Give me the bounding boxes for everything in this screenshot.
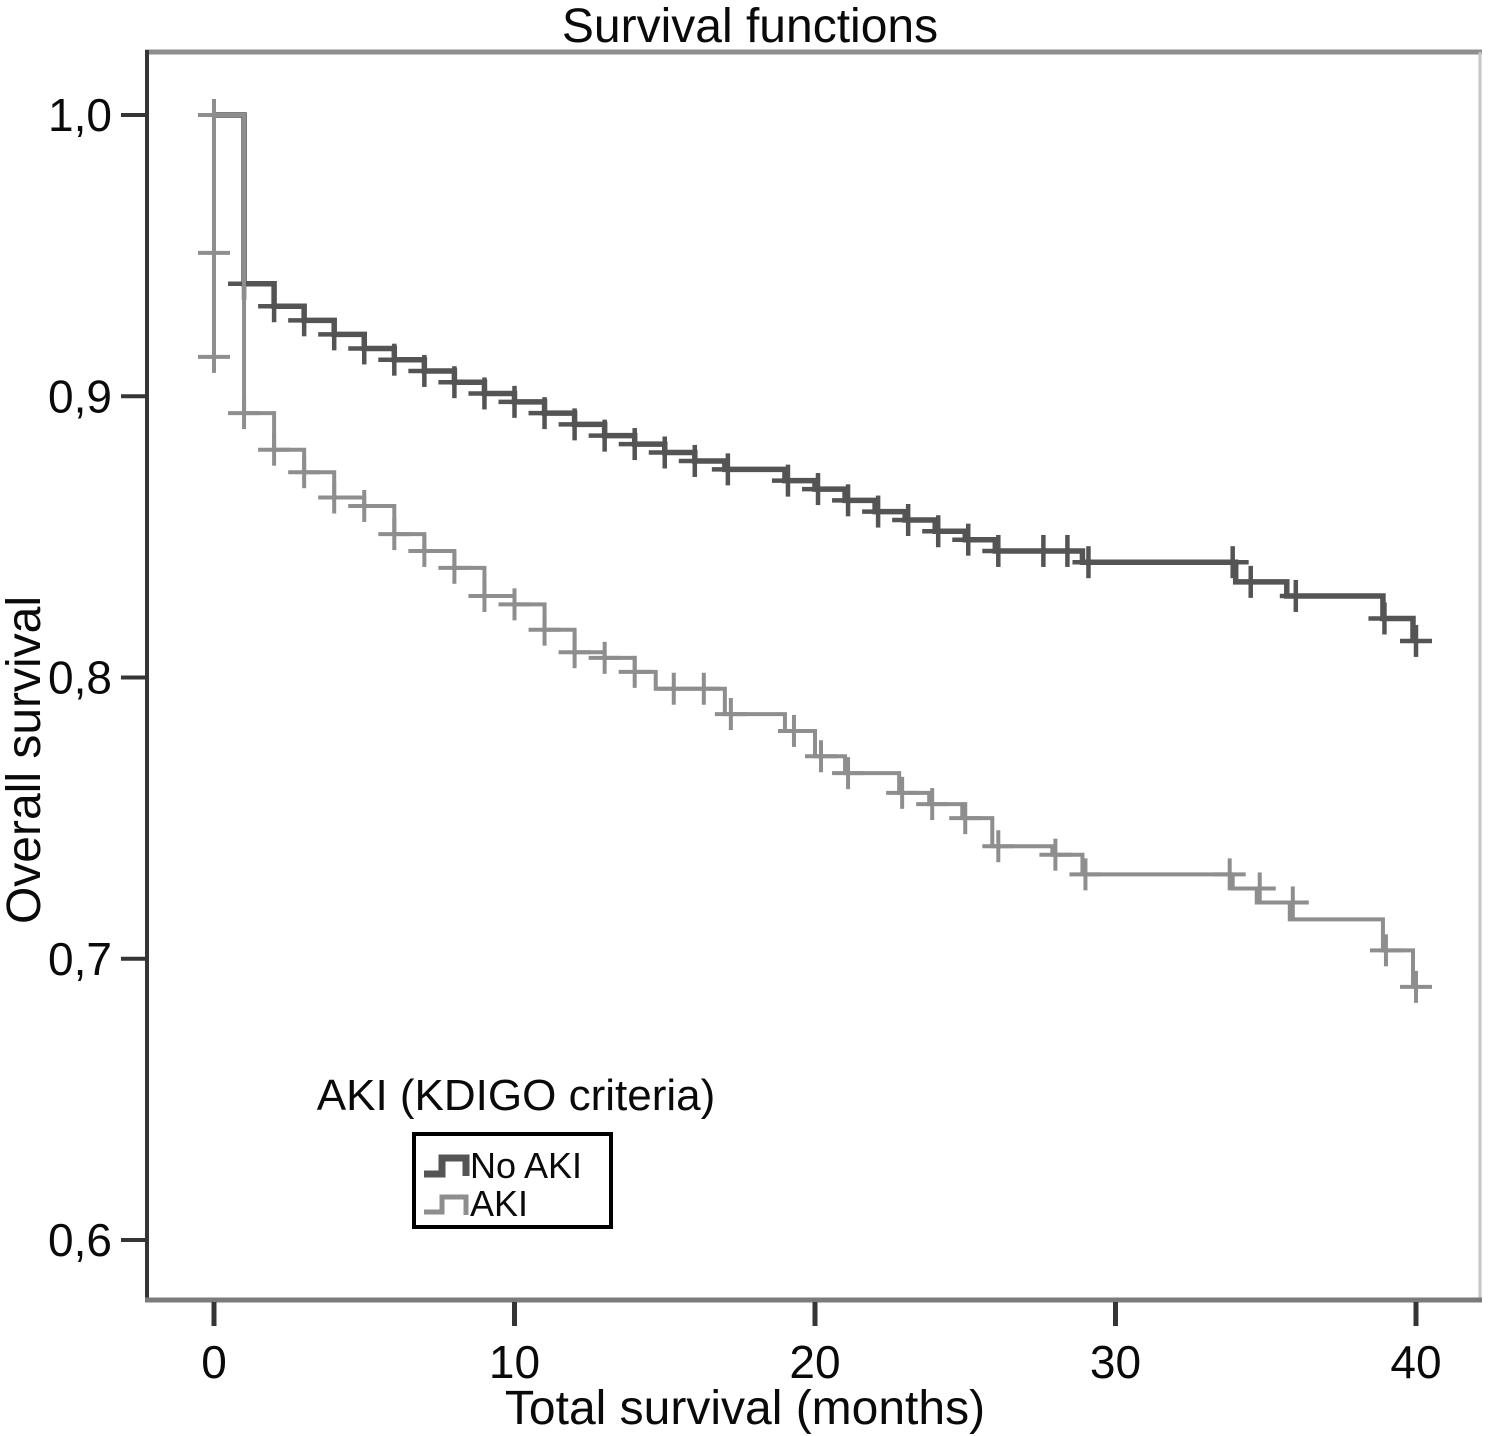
legend: AKI (KDIGO criteria) No AKI AKI: [317, 1071, 716, 1229]
x-tick-label: 10: [489, 1336, 540, 1388]
legend-aki-step-line-icon: [424, 1194, 469, 1215]
aki-censor-mark-icon: [288, 456, 321, 489]
chart-title: Survival functions: [562, 0, 938, 53]
x-axis-title: Total survival (months): [505, 1382, 985, 1435]
no-aki-censor-mark-icon: [528, 397, 561, 430]
aki-censor-mark-icon: [657, 672, 690, 705]
y-axis-ticks: 1,0 0,9 0,8 0,7 0,6: [48, 89, 147, 1266]
legend-no-aki-step-line-icon: [424, 1154, 470, 1178]
no-aki-censor-mark-icon: [771, 464, 804, 497]
aki-censor-mark-icon: [982, 830, 1015, 863]
no-aki-censor-mark-icon: [1051, 534, 1084, 567]
aki-censor-mark-icon: [1039, 838, 1072, 871]
no-aki-censor-mark-icon: [832, 484, 865, 517]
aki-censor-mark-icon: [949, 802, 982, 835]
aki-censor-mark-icon: [1276, 886, 1309, 919]
y-tick-label: 1,0: [48, 89, 112, 141]
legend-no-aki-label: No AKI: [470, 1145, 582, 1186]
no-aki-censor-mark-icon: [922, 515, 955, 548]
no-aki-censor-mark-icon: [711, 453, 744, 486]
aki-censor-mark-icon: [714, 698, 747, 731]
no-aki-censor-mark-icon: [1216, 546, 1249, 579]
no-aki-censor-mark-icon: [1072, 546, 1105, 579]
no-aki-censor-mark-icon: [258, 290, 291, 323]
legend-aki-label: AKI: [470, 1183, 528, 1224]
no-aki-censor-mark-icon: [982, 534, 1015, 567]
no-aki-censor-mark-icon: [468, 377, 501, 410]
x-tick-label: 0: [201, 1336, 227, 1388]
aki-censor-mark-icon: [408, 534, 441, 567]
no-aki-censor-mark-icon: [558, 408, 591, 441]
y-tick-label: 0,6: [48, 1214, 112, 1266]
aki-censor-mark-icon: [258, 433, 291, 466]
aki-censor-mark-icon: [528, 613, 561, 646]
aki-censor-mark-icon: [318, 481, 351, 514]
y-tick-label: 0,9: [48, 370, 112, 422]
aki-censor-mark-icon: [1400, 970, 1432, 1003]
aki-censor-mark-icon: [618, 655, 651, 688]
aki-censor-mark-icon: [916, 788, 949, 821]
aki-censor-mark-icon: [198, 236, 230, 269]
y-tick-label: 0,8: [48, 652, 112, 704]
aki-censor-mark-icon: [198, 99, 230, 131]
curve-no-aki: [214, 112, 1432, 657]
aki-censor-mark-icon: [1069, 858, 1102, 891]
aki-censor-mark-icon: [687, 672, 720, 705]
aki-censor-mark-icon: [348, 489, 381, 522]
legend-item-no-aki: No AKI: [424, 1145, 582, 1186]
aki-censor-mark-icon: [886, 776, 919, 809]
y-axis-title: Overall survival: [0, 596, 51, 924]
legend-item-aki: AKI: [424, 1183, 528, 1224]
no-aki-censor-mark-icon: [378, 343, 411, 376]
x-tick-label: 30: [1090, 1336, 1141, 1388]
legend-box: [412, 1132, 613, 1229]
y-tick-label: 0,7: [48, 933, 112, 985]
no-aki-censor-mark-icon: [952, 523, 985, 556]
no-aki-censor-mark-icon: [678, 444, 711, 477]
aki-censor-mark-icon: [378, 518, 411, 551]
no-aki-censor-mark-icon: [318, 318, 351, 351]
legend-title: AKI (KDIGO criteria): [317, 1071, 716, 1120]
no-aki-censor-mark-icon: [288, 304, 321, 337]
no-aki-censor-mark-icon: [588, 419, 621, 452]
aki-censor-mark-icon: [468, 579, 501, 612]
no-aki-censor-mark-icon: [862, 495, 895, 528]
no-aki-censor-mark-icon: [618, 428, 651, 461]
x-tick-label: 20: [789, 1336, 840, 1388]
aki-censor-mark-icon: [805, 740, 838, 773]
no-aki-censor-mark-icon: [1368, 602, 1401, 635]
aki-censor-mark-icon: [438, 551, 471, 584]
no-aki-censor-mark-icon: [1234, 565, 1267, 598]
aki-censor-mark-icon: [777, 714, 810, 747]
aki-censor-mark-icon: [198, 340, 230, 373]
aki-censor-mark-icon: [1243, 872, 1276, 905]
no-aki-censor-mark-icon: [498, 385, 531, 418]
aki-censor-mark-icon: [1369, 934, 1402, 967]
aki-censor-mark-icon: [228, 397, 261, 430]
aki-censor-mark-icon: [588, 641, 621, 674]
no-aki-censor-mark-icon: [1279, 579, 1312, 612]
no-aki-censor-mark-icon: [648, 436, 681, 469]
curve-aki: [198, 99, 1432, 1003]
aki-censor-mark-icon: [558, 636, 591, 669]
no-aki-censor-mark-icon: [892, 504, 925, 536]
no-aki-censor-mark-icon: [1400, 624, 1432, 657]
no-aki-censor-mark-icon: [438, 366, 471, 399]
aki-censor-mark-icon: [498, 588, 531, 621]
x-tick-label: 40: [1390, 1336, 1441, 1388]
no-aki-censor-mark-icon: [408, 354, 441, 387]
aki-censor-mark-icon: [1213, 858, 1246, 891]
aki-censor-mark-icon: [832, 757, 865, 790]
x-axis-ticks: 0 10 20 30 40: [201, 1302, 1442, 1388]
no-aki-censor-mark-icon: [802, 473, 835, 506]
no-aki-censor-mark-icon: [348, 332, 381, 365]
